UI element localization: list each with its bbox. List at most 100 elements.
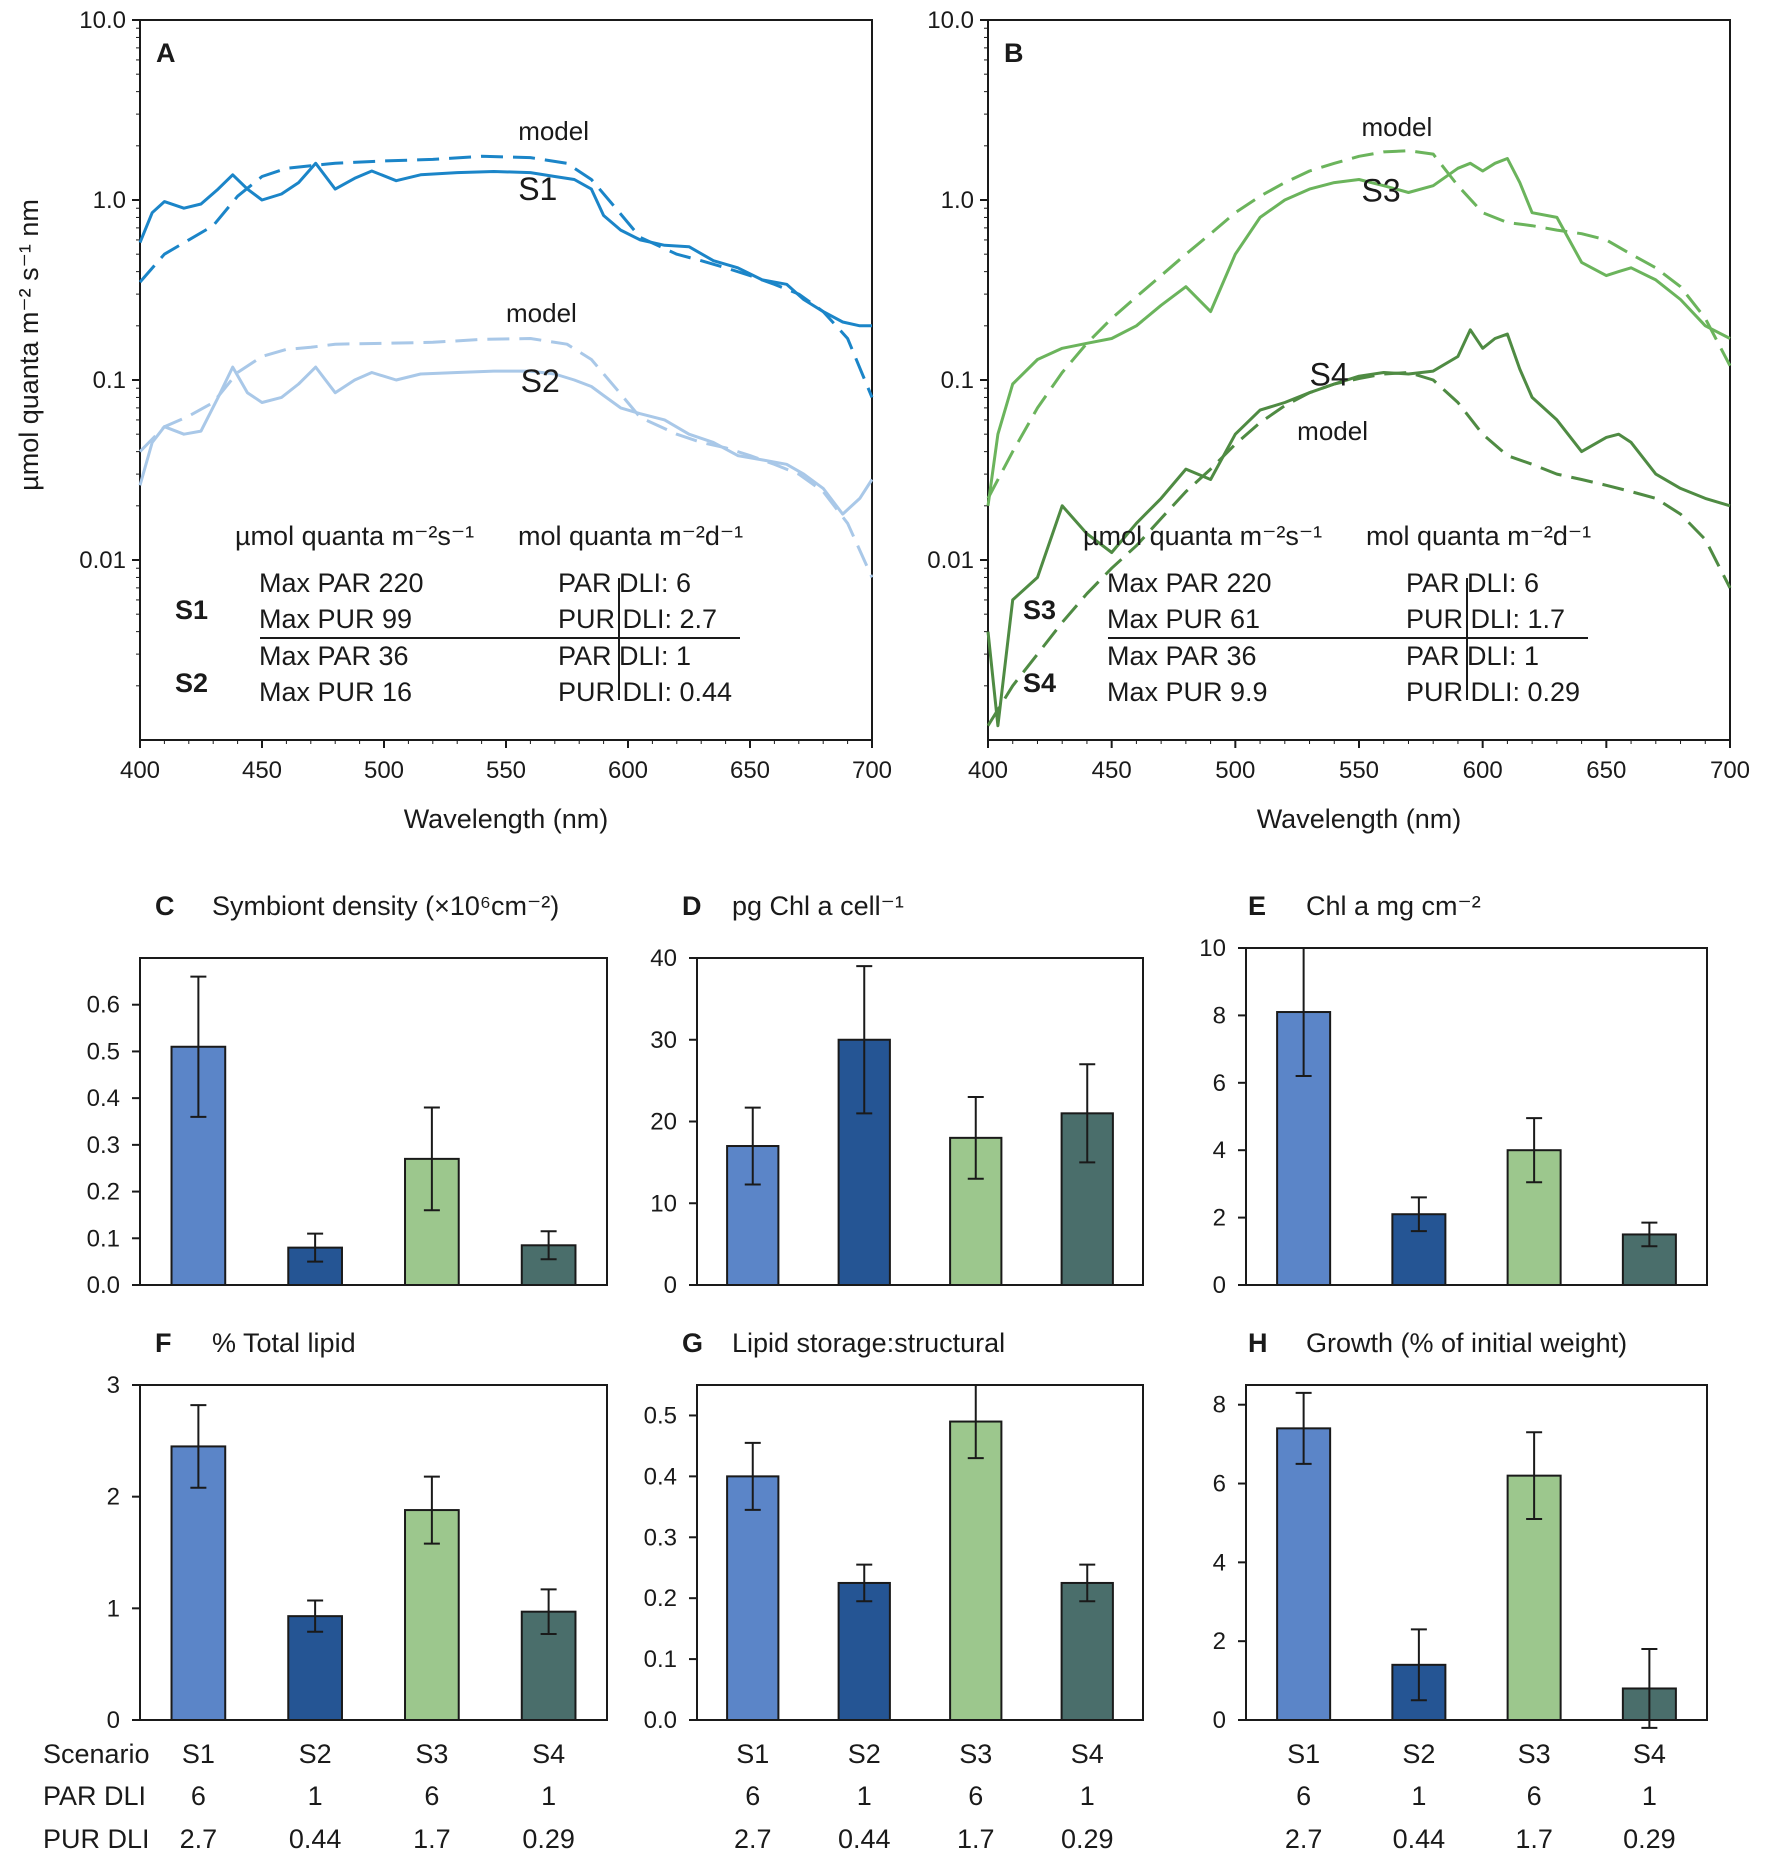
table-scenario-label: S1 [175, 595, 208, 625]
y-tick-label: 1 [107, 1595, 120, 1622]
y-tick-label: 6 [1213, 1471, 1226, 1498]
bar-panel-g: G Lipid storage:structural 0.0 0.1 0.2 0.3 0.4… [644, 1328, 1144, 1734]
plot-frame [139, 1384, 608, 1721]
table-cell: PAR DLI: 6 [558, 568, 691, 598]
model-label: model [506, 298, 577, 328]
y-tick-label: 0.0 [87, 1272, 120, 1299]
series-line-s2-model [138, 337, 874, 579]
y-tick-label: 10 [1199, 935, 1226, 962]
panel-letter: A [156, 38, 176, 68]
model-label: model [1361, 112, 1432, 142]
series-label-s3: S3 [1361, 173, 1400, 209]
y-tick-label: 8 [1213, 1002, 1226, 1029]
y-tick-label: 30 [650, 1027, 677, 1054]
bar-s1 [1276, 1427, 1332, 1721]
scenario-row-label: PUR DLI [43, 1824, 150, 1854]
y-tick-label: 0 [1213, 1272, 1226, 1299]
table-cell: PAR DLI: 1 [1406, 641, 1539, 671]
bar-s2 [287, 1615, 343, 1722]
table-cell: Max PAR 36 [259, 641, 409, 671]
panel-letter: G [682, 1328, 703, 1358]
scenario-row-label: PAR DLI [43, 1781, 146, 1811]
y-tick-label: 0.01 [79, 547, 126, 574]
pur-dli-value: 0.29 [1623, 1824, 1676, 1854]
x-tick-label: 700 [852, 757, 892, 784]
table-cell: Max PAR 36 [1107, 641, 1257, 671]
series-line-s4-model [986, 371, 1732, 727]
table-scenario-label: S4 [1023, 668, 1056, 698]
pur-dli-value: 1.7 [957, 1824, 995, 1854]
x-tick-label: 600 [608, 757, 648, 784]
table-cell: Max PAR 220 [259, 568, 424, 598]
par-dli-value: 1 [541, 1781, 556, 1811]
y-tick-label: 2 [107, 1484, 120, 1511]
y-tick-label: 0.1 [644, 1646, 677, 1673]
scenario-name: S4 [1071, 1739, 1104, 1769]
y-tick-label: 10.0 [79, 7, 126, 34]
y-tick-label: 0.2 [87, 1179, 120, 1206]
scenario-name: S4 [1633, 1739, 1666, 1769]
y-tick-label: 0.3 [87, 1132, 120, 1159]
y-tick-label: 6 [1213, 1070, 1226, 1097]
panel-title: pg Chl a cell⁻¹ [732, 891, 904, 921]
y-tick-label: 0.1 [93, 367, 126, 394]
scenario-name: S1 [1287, 1739, 1320, 1769]
y-tick-label: 0.01 [927, 547, 974, 574]
table-cell: Max PAR 220 [1107, 568, 1272, 598]
spectrum-panel-b: 10.0 1.0 0.1 0.01 400 450 500 550 600 650 700 Wavel… [927, 7, 1750, 834]
table-scenario-label: S2 [175, 668, 208, 698]
x-tick-label: 550 [1339, 757, 1379, 784]
scenario-name: S2 [848, 1739, 881, 1769]
x-tick-label: 700 [1710, 757, 1750, 784]
y-tick-label: 0 [107, 1707, 120, 1734]
spectrum-panel-a: 10.0 1.0 0.1 0.01 400 450 500 550 600 650 700 Wavel… [79, 7, 892, 834]
panel-title: Symbiont density (×10⁶cm⁻²) [212, 891, 559, 921]
table-header-right: mol quanta m⁻²d⁻¹ [518, 521, 743, 551]
panel-title: Growth (% of initial weight) [1306, 1328, 1627, 1358]
table-header-left: µmol quanta m⁻²s⁻¹ [1083, 521, 1322, 551]
x-axis-title: Wavelength (nm) [1257, 804, 1462, 834]
panel-letter: E [1248, 891, 1266, 921]
bar-s1 [170, 1445, 227, 1721]
scenario-name: S4 [532, 1739, 565, 1769]
par-dli-value: 6 [968, 1781, 983, 1811]
y-tick-label: 2 [1213, 1628, 1226, 1655]
series-label-s4: S4 [1310, 357, 1349, 393]
bar-s3 [949, 1420, 1003, 1721]
y-tick-label: 8 [1213, 1392, 1226, 1419]
series-line-s3 [986, 157, 1731, 507]
y-tick-label: 0 [1213, 1707, 1226, 1734]
y-tick-label: 0.6 [87, 992, 120, 1019]
plot-frame [1245, 947, 1708, 1286]
x-tick-label: 600 [1463, 757, 1503, 784]
par-dli-value: 1 [1411, 1781, 1426, 1811]
y-tick-label: 4 [1213, 1137, 1226, 1164]
panel-letter: C [155, 891, 175, 921]
bar-panel-f: F % Total lipid 0 1 2 3 [107, 1328, 608, 1734]
par-dli-value: 1 [1642, 1781, 1657, 1811]
series-line-s2 [138, 365, 874, 516]
table-scenario-label: S3 [1023, 595, 1056, 625]
pur-dli-value: 2.7 [734, 1824, 772, 1854]
par-dli-value: 6 [424, 1781, 439, 1811]
table-cell: Max PUR 9.9 [1107, 677, 1268, 707]
par-dli-value: 6 [1527, 1781, 1542, 1811]
scenario-name: S3 [959, 1739, 992, 1769]
scenario-name: S1 [736, 1739, 769, 1769]
scenario-name: S3 [415, 1739, 448, 1769]
scenario-name: S2 [299, 1739, 332, 1769]
bar-panel-c: C Symbiont density (×10⁶cm⁻²) 0.0 0.1 0.2 0.3… [87, 891, 608, 1299]
table-cell: PUR DLI: 1.7 [1406, 604, 1565, 634]
scenario-table: Scenario PAR DLI PUR DLI S1 6 2.7 S2 1 0.44 S3 6 1.… [43, 1739, 1676, 1854]
y-tick-label: 0.1 [87, 1225, 120, 1252]
bar-panels: C Symbiont density (×10⁶cm⁻²) 0.0 0.1 0.2 0.3… [87, 891, 1708, 1734]
table-header-left: µmol quanta m⁻²s⁻¹ [235, 521, 474, 551]
scenario-name: S2 [1402, 1739, 1435, 1769]
plot-frame [139, 957, 608, 1286]
pur-dli-value: 0.29 [1061, 1824, 1114, 1854]
y-tick-label: 10 [650, 1190, 677, 1217]
par-dli-value: 6 [191, 1781, 206, 1811]
x-tick-label: 400 [120, 757, 160, 784]
pur-dli-value: 0.44 [838, 1824, 891, 1854]
